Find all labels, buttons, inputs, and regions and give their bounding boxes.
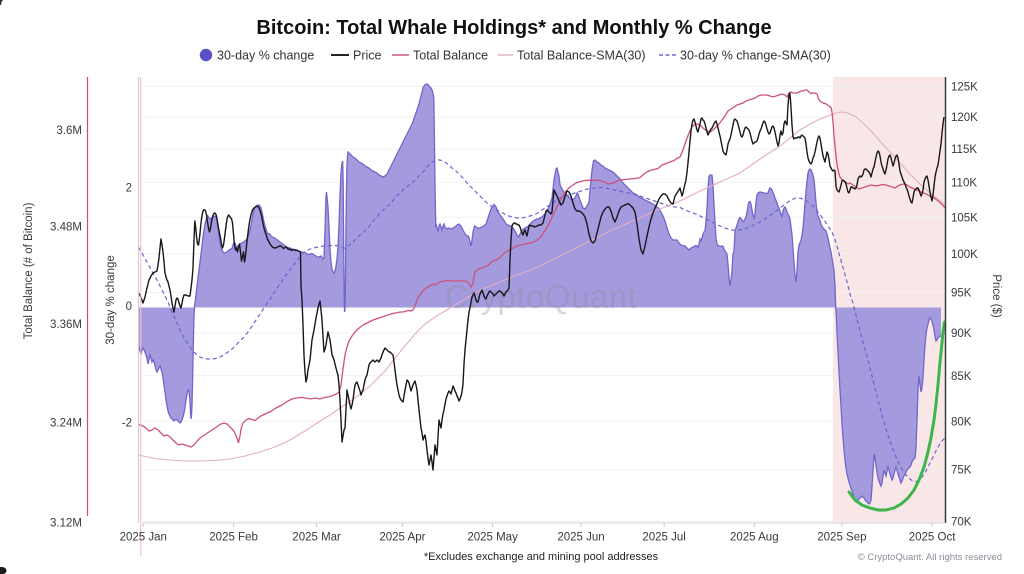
svg-text:Total Balance: Total Balance <box>413 49 488 63</box>
svg-text:110K: 110K <box>951 177 977 189</box>
svg-text:2025 Jun: 2025 Jun <box>557 532 604 544</box>
svg-text:30-day % change-SMA(30): 30-day % change-SMA(30) <box>680 49 831 63</box>
svg-text:3.6M: 3.6M <box>56 125 82 137</box>
svg-text:3.36M: 3.36M <box>50 319 82 331</box>
svg-text:2025 Oct: 2025 Oct <box>909 532 956 544</box>
svg-text:CryptoQuant: CryptoQuant <box>445 278 638 315</box>
svg-text:2: 2 <box>126 183 132 195</box>
svg-text:2025 Jan: 2025 Jan <box>120 532 167 544</box>
svg-text:-2: -2 <box>122 418 132 430</box>
svg-text:80K: 80K <box>951 416 972 428</box>
svg-text:120K: 120K <box>951 112 978 124</box>
svg-text:3.12M: 3.12M <box>50 518 82 530</box>
svg-text:30-day % change: 30-day % change <box>217 49 314 63</box>
svg-text:90K: 90K <box>951 328 972 340</box>
svg-text:2025 May: 2025 May <box>467 532 518 544</box>
svg-text:© CryptoQuant. All rights rese: © CryptoQuant. All rights reserved <box>858 552 1002 563</box>
svg-text:100K: 100K <box>951 249 978 261</box>
svg-text:2025 Sep: 2025 Sep <box>817 532 866 544</box>
svg-text:2025 Aug: 2025 Aug <box>730 532 779 544</box>
svg-text:*Excludes exchange and mining: *Excludes exchange and mining pool addre… <box>424 551 659 563</box>
svg-text:30-day % change: 30-day % change <box>105 255 117 345</box>
svg-text:2025 Mar: 2025 Mar <box>292 532 341 544</box>
svg-text:85K: 85K <box>951 371 972 383</box>
svg-text:Bitcoin: Total Whale Holdings*: Bitcoin: Total Whale Holdings* and Month… <box>256 17 771 39</box>
svg-text:Total Balance-SMA(30): Total Balance-SMA(30) <box>517 49 646 63</box>
svg-text:3.48M: 3.48M <box>50 221 82 233</box>
svg-text:2025 Jul: 2025 Jul <box>642 532 685 544</box>
svg-text:Total Balance (# of Bitcoin): Total Balance (# of Bitcoin) <box>23 202 35 339</box>
svg-text:3.24M: 3.24M <box>50 417 82 429</box>
svg-text:70K: 70K <box>951 517 972 529</box>
svg-text:Price: Price <box>353 49 382 63</box>
svg-text:95K: 95K <box>951 287 972 299</box>
svg-text:2025 Feb: 2025 Feb <box>209 532 258 544</box>
svg-text:75K: 75K <box>951 465 972 477</box>
svg-text:2025 Apr: 2025 Apr <box>379 532 425 544</box>
svg-text:Price ($): Price ($) <box>990 274 1002 318</box>
svg-text:115K: 115K <box>951 144 977 156</box>
svg-text:105K: 105K <box>951 212 978 224</box>
svg-text:125K: 125K <box>951 82 978 94</box>
svg-text:0: 0 <box>126 301 132 313</box>
